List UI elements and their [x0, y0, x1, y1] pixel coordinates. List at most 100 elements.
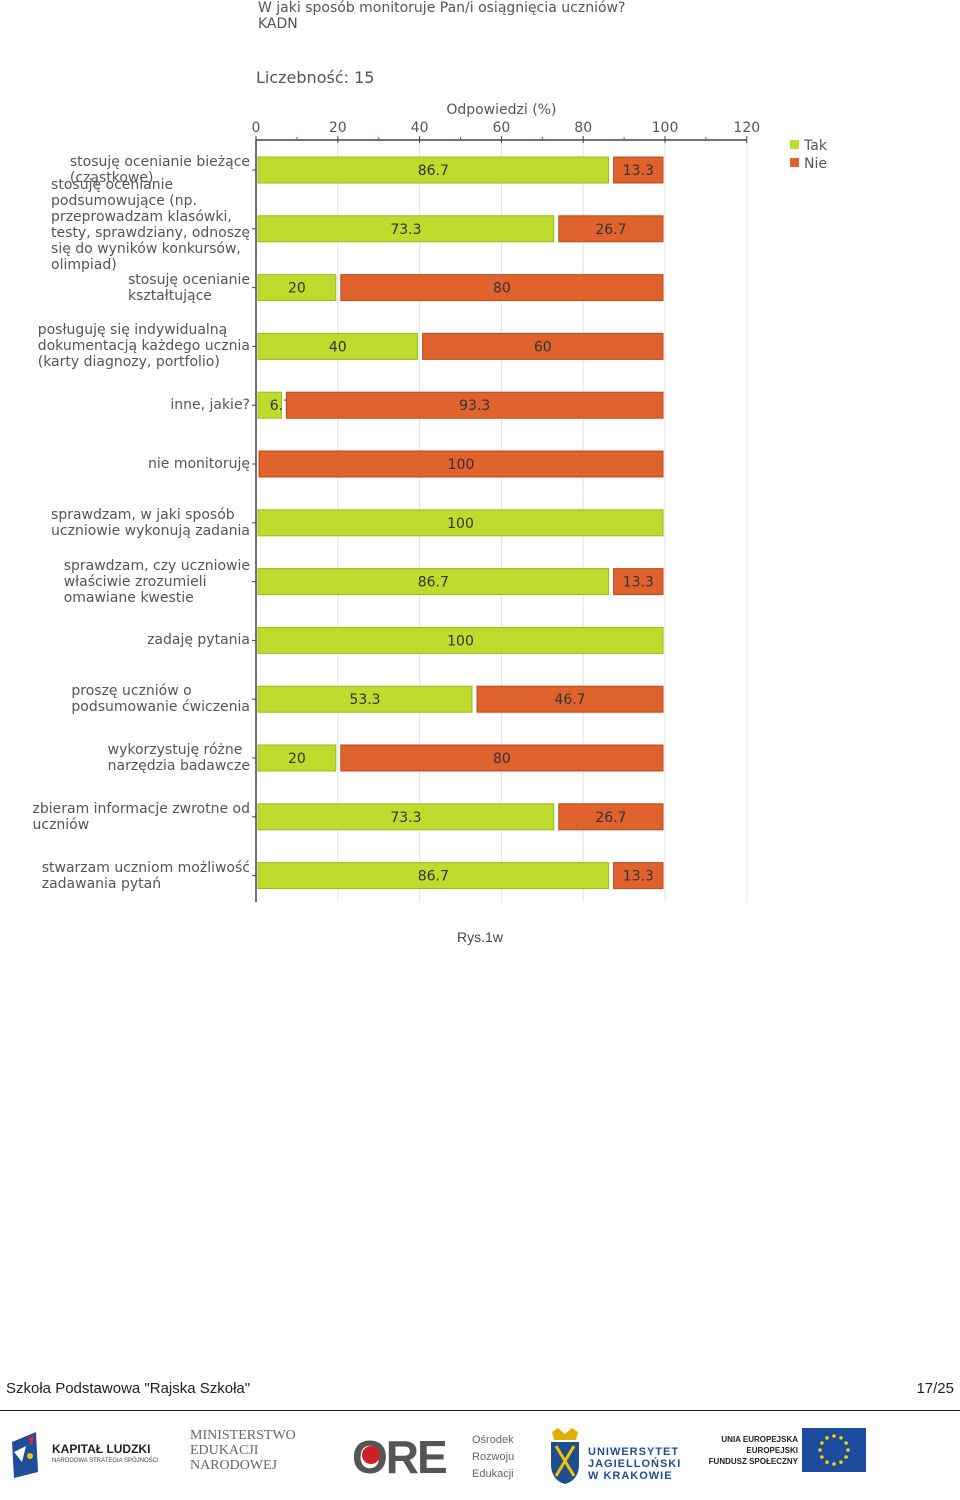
bar-nie: [613, 862, 664, 890]
category-label: stwarzam uczniom możliwość zadawania pyt…: [41, 859, 250, 892]
category-label: zadaję pytania: [147, 632, 250, 649]
eu-star-icon: [825, 1436, 829, 1440]
eu-text: UNIA EUROPEJSKA EUROPEJSKI FUNDUSZ SPOŁE…: [706, 1434, 798, 1467]
bar-tak: [257, 509, 664, 537]
bar-tak-label: 53.3: [349, 692, 380, 708]
eu-star-icon: [832, 1434, 836, 1438]
category-label: sprawdzam, w jaki sposób uczniowie wykon…: [51, 506, 250, 539]
bar-tak: [257, 215, 555, 243]
eu-flag-icon: [802, 1428, 866, 1472]
category-label: inne, jakie?: [170, 397, 250, 414]
uj-logo: UNIWERSYTET JAGIELLOŃSKI W KRAKOWIE: [548, 1428, 688, 1488]
x-tick-label: 120: [733, 120, 760, 136]
bar-nie-label: 26.7: [595, 810, 626, 826]
bar-nie: [258, 450, 664, 478]
figure-caption: Rys.1w: [457, 929, 503, 945]
legend-label-tak: Tak: [803, 138, 828, 154]
eu-line-3: FUNDUSZ SPOŁECZNY: [708, 1457, 798, 1466]
x-tick-label: 100: [652, 120, 679, 136]
men-line-1: MINISTERSTWO: [190, 1428, 296, 1443]
kapital-ludzki-name: KAPITAŁ LUDZKI: [52, 1442, 151, 1456]
ore-line-1: Ośrodek: [472, 1434, 514, 1446]
eu-line-1: UNIA EUROPEJSKA: [721, 1435, 798, 1444]
bar-nie-label: 26.7: [595, 222, 626, 238]
uj-text: UNIWERSYTET JAGIELLOŃSKI W KRAKOWIE: [588, 1446, 681, 1482]
eu-star-icon: [820, 1441, 824, 1445]
bar-tak-label: 20: [288, 751, 306, 767]
sponsor-logos: KAPITAŁ LUDZKI NARODOWA STRATEGIA SPÓJNO…: [0, 1420, 960, 1490]
x-tick-label: 0: [252, 120, 261, 136]
bar-tak: [257, 685, 473, 713]
eu-star-icon: [820, 1455, 824, 1459]
men-line-3: NARODOWEJ: [190, 1458, 278, 1473]
uj-line-2: JAGIELLOŃSKI: [588, 1458, 682, 1470]
category-label: stosuję ocenianie bieżące (cząstkowe): [69, 154, 250, 186]
bar-tak-label: 40: [329, 339, 347, 355]
bar-nie: [558, 803, 664, 831]
eu-star-icon: [825, 1460, 829, 1464]
bar-nie: [613, 568, 664, 596]
x-axis-label: Odpowiedzi (%): [446, 102, 556, 118]
bar-nie-label: 46.7: [554, 692, 585, 708]
bar-nie-label: 13.3: [623, 575, 654, 591]
eu-star-icon: [844, 1441, 848, 1445]
bar-tak: [257, 626, 664, 654]
ore-text: Ośrodek Rozwoju Edukacji: [472, 1432, 514, 1483]
x-tick-label: 60: [492, 120, 510, 136]
bar-tak: [257, 156, 610, 184]
category-label: stosuję ocenianie kształtujące: [127, 271, 250, 304]
bar-tak-label: 86.7: [418, 869, 449, 885]
bar-tak: [257, 274, 337, 302]
bar-nie-label: 13.3: [623, 869, 654, 885]
bar-nie: [476, 685, 664, 713]
category-label: stosuję ocenianie podsumowujące (np. prz…: [51, 176, 250, 273]
eu-line-2: EUROPEJSKI: [746, 1446, 798, 1455]
kapital-ludzki-icon: [12, 1432, 38, 1478]
ore-line-2: Rozwoju: [472, 1451, 515, 1463]
bar-nie-label: 80: [493, 751, 511, 767]
bar-nie: [422, 332, 664, 360]
x-tick-label: 80: [574, 120, 592, 136]
bar-nie: [558, 215, 664, 243]
men-logo: MINISTERSTWO EDUKACJI NARODOWEJ: [190, 1428, 310, 1484]
category-label: sprawdzam, czy uczniowie właściwie zrozu…: [63, 557, 250, 606]
bar-chart: W jaki sposób monitoruje Pan/i osiągnięc…: [252, 0, 828, 902]
eu-star-icon: [839, 1460, 843, 1464]
uj-crest-icon: [551, 1428, 579, 1484]
bar-nie: [613, 156, 664, 184]
bar-tak-label: 100: [447, 516, 474, 532]
bar-tak-label: 100: [447, 633, 474, 649]
bar-nie: [340, 274, 664, 302]
bar-tak: [257, 568, 610, 596]
bar-nie-label: 13.3: [623, 163, 654, 179]
bar-nie-label: 93.3: [459, 398, 490, 414]
eu-star-icon: [846, 1448, 850, 1452]
legend-swatch-tak: [790, 140, 799, 149]
x-tick-label: 20: [329, 120, 347, 136]
ore-line-3: Edukacji: [472, 1468, 514, 1480]
bar-tak-label: 73.3: [390, 810, 421, 826]
ore-dot-icon: [362, 1446, 380, 1464]
count-label: Liczebność: 15: [256, 68, 374, 87]
category-label: posługuję się indywidualną dokumentacją …: [37, 322, 250, 371]
bar-tak-label: 73.3: [390, 222, 421, 238]
bar-nie-label: 100: [448, 457, 475, 473]
footer-school-name: Szkoła Podstawowa "Rajska Szkoła": [6, 1380, 251, 1397]
eu-star-icon: [818, 1448, 822, 1452]
bar-tak: [257, 744, 337, 772]
bar-tak-label: 86.7: [418, 575, 449, 591]
bar-tak: [257, 862, 610, 890]
bar-nie: [285, 391, 664, 419]
bar-nie-label: 80: [493, 281, 511, 297]
uj-line-1: UNIWERSYTET: [588, 1446, 680, 1458]
legend-swatch-nie: [790, 158, 799, 167]
bar-tak: [257, 803, 555, 831]
ore-logo: ORE Ośrodek Rozwoju Edukacji: [352, 1428, 522, 1484]
bar-nie: [340, 744, 664, 772]
uj-line-3: W KRAKOWIE: [588, 1470, 673, 1482]
category-label: wykorzystuję różne narzędzia badawcze: [107, 742, 250, 774]
kapital-ludzki-logo: KAPITAŁ LUDZKI NARODOWA STRATEGIA SPÓJNO…: [10, 1428, 170, 1484]
category-label: zbieram informacje zwrotne od uczniów: [32, 800, 251, 833]
bar-tak: [257, 332, 419, 360]
kapital-ludzki-sub: NARODOWA STRATEGIA SPÓJNOŚCI: [52, 1458, 159, 1464]
